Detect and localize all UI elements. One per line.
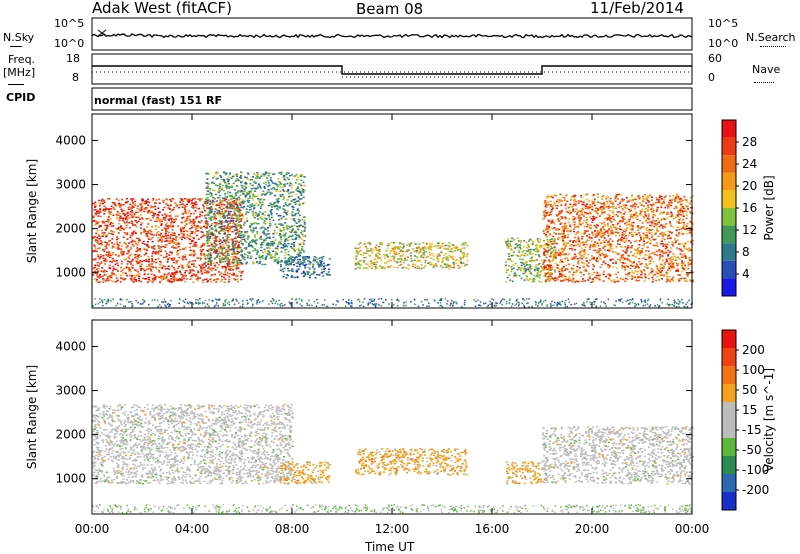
velocity-ground-scatter (92, 504, 693, 514)
power-colorbar-swatch-9 (722, 278, 736, 296)
velocity-ylabel: Slant Range [km] (25, 365, 39, 469)
power-echo-region-1 (204, 171, 307, 266)
velocity-echo-region-2 (354, 448, 468, 476)
power-colorbar-swatch-3 (722, 172, 736, 191)
noise-right-bottom: 10^0 (708, 37, 739, 50)
velocity-colorbar-swatch-9 (722, 492, 736, 510)
freq-right-top: 60 (708, 52, 722, 65)
velocity-colorbar-label-7: -200 (742, 483, 769, 497)
cpid-text: normal (fast) 151 RF (94, 94, 222, 107)
noise-marker (97, 29, 107, 37)
power-colorbar-label-1: 8 (742, 245, 750, 259)
station-title: Adak West (fitACF) (92, 0, 232, 17)
power-colorbar-title: Power [dB] (762, 175, 776, 240)
x-tick-label-1: 04:00 (175, 522, 210, 536)
date-title: 11/Feb/2014 (590, 0, 684, 17)
velocity-colorbar-swatch-7 (722, 456, 736, 474)
power-ytick-label-1000: 1000 (55, 266, 86, 280)
velocity-colorbar-frame (721, 329, 737, 511)
nsky-label: N.Sky (3, 31, 35, 44)
power-echo-region-2 (279, 255, 331, 279)
velocity-echo-region-4 (542, 425, 694, 485)
velocity-colorbar-swatch-8 (722, 474, 736, 492)
noise-left-bottom: 10^0 (54, 37, 85, 50)
velocity-colorbar-swatch-1 (722, 348, 736, 366)
noise-sky-trace (91, 32, 693, 39)
velocity-colorbar-label-1: 100 (742, 363, 765, 377)
power-colorbar-swatch-2 (722, 155, 736, 173)
power-colorbar-swatch-7 (722, 243, 736, 261)
power-colorbar-label-3: 16 (742, 201, 757, 215)
noise-left-top: 10^5 (54, 17, 85, 30)
cpid-label: CPID (6, 91, 36, 104)
cpid-panel-frame (91, 87, 693, 111)
power-ytick-label-4000: 4000 (55, 133, 86, 147)
x-tick-label-6: 00:00 (675, 522, 710, 536)
noise-panel-frame (91, 17, 693, 51)
velocity-colorbar-swatch-6 (722, 438, 736, 456)
velocity-colorbar-swatch-0 (722, 330, 736, 348)
nave-legend-dots (754, 82, 774, 83)
nsearch-label: N.Search (746, 31, 796, 44)
x-tick-label-0: 00:00 (75, 522, 110, 536)
beam-title: Beam 08 (356, 0, 424, 18)
velocity-colorbar-swatch-2 (722, 366, 736, 384)
velocity-colorbar-swatch-3 (722, 384, 736, 402)
x-tick-label-4: 16:00 (475, 522, 510, 536)
velocity-ytick-label-4000: 4000 (55, 339, 86, 353)
velocity-ytick-label-2000: 2000 (55, 428, 86, 442)
nsky-legend-line (10, 46, 22, 47)
velocity-colorbar-label-6: -100 (742, 463, 769, 477)
velocity-echo-region-1 (279, 461, 331, 485)
velocity-colorbar-label-3: 15 (742, 403, 757, 417)
velocity-echo-region-0 (92, 403, 294, 485)
velocity-colorbar-swatch-5 (722, 420, 736, 438)
x-tick-label-5: 20:00 (575, 522, 610, 536)
freq-panel-frame (91, 53, 693, 85)
velocity-colorbar-label-5: -50 (742, 443, 762, 457)
power-ylabel: Slant Range [km] (25, 159, 39, 263)
velocity-colorbar-label-2: 50 (742, 383, 757, 397)
x-tick-label-2: 08:00 (275, 522, 310, 536)
freq-trace (92, 65, 692, 75)
velocity-colorbar-label-4: -15 (742, 423, 762, 437)
power-colorbar-swatch-1 (722, 137, 736, 156)
power-ground-scatter (92, 298, 693, 308)
freq-left-top: 18 (66, 52, 80, 65)
velocity-colorbar-title: Velocity [m s^-1] (762, 368, 776, 472)
power-ytick-label-3000: 3000 (55, 178, 86, 192)
freq-label-line1: Freq. (8, 53, 36, 66)
power-colorbar-label-5: 24 (742, 157, 757, 171)
velocity-colorbar-swatch-4 (722, 402, 736, 420)
velocity-ytick-label-1000: 1000 (55, 472, 86, 486)
x-axis-label: Time UT (365, 540, 415, 554)
freq-left-bottom: 8 (72, 71, 79, 84)
velocity-colorbar-label-0: 200 (742, 343, 765, 357)
power-colorbar-swatch-4 (722, 190, 736, 208)
noise-right-top: 10^5 (708, 17, 739, 30)
power-ytick-label-2000: 2000 (55, 222, 86, 236)
nave-label: Nave (752, 63, 781, 76)
nsearch-legend-dots (760, 46, 786, 47)
power-colorbar-label-4: 20 (742, 179, 757, 193)
power-echo-region-3 (354, 241, 469, 270)
power-colorbar-swatch-5 (722, 208, 736, 226)
power-colorbar-swatch-6 (722, 225, 736, 244)
power-colorbar-swatch-8 (722, 260, 736, 279)
freq-legend-line (8, 84, 24, 85)
power-colorbar-label-6: 28 (742, 135, 757, 149)
x-tick-label-3: 12:00 (375, 522, 410, 536)
freq-right-bottom: 0 (708, 71, 715, 84)
power-colorbar-label-0: 4 (742, 267, 750, 281)
velocity-ytick-label-3000: 3000 (55, 384, 86, 398)
power-colorbar-swatch-0 (722, 120, 736, 138)
freq-label-line2: [MHz] (3, 66, 36, 79)
power-colorbar-label-2: 12 (742, 223, 757, 237)
